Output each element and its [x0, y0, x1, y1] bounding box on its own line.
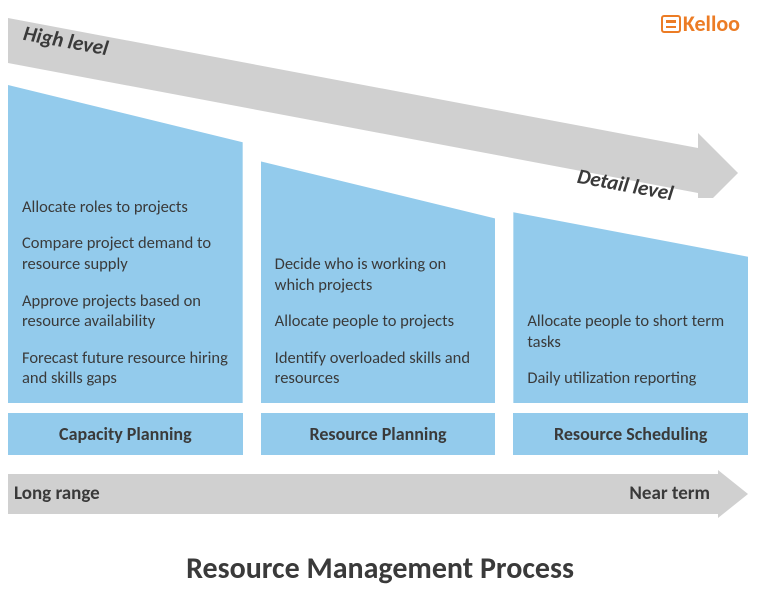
- column-item: Decide who is working on which projects: [275, 254, 482, 295]
- column-label: Resource Planning: [261, 413, 496, 455]
- column-item: Allocate people to projects: [275, 311, 482, 332]
- column-item: Allocate roles to projects: [22, 197, 229, 218]
- column-item: Approve projects based on resource avail…: [22, 291, 229, 332]
- column-body: Allocate people to short term tasks Dail…: [513, 85, 748, 403]
- column-body: Decide who is working on which projects …: [261, 85, 496, 403]
- column-resource-planning: Decide who is working on which projects …: [261, 85, 496, 455]
- bottom-arrow-label-right: Near term: [629, 482, 710, 505]
- column-label: Resource Scheduling: [513, 413, 748, 455]
- column-resource-scheduling: Allocate people to short term tasks Dail…: [513, 85, 748, 455]
- column-item: Identify overloaded skills and resources: [275, 348, 482, 389]
- columns-container: Allocate roles to projects Compare proje…: [8, 85, 748, 455]
- diagram-title: Resource Management Process: [0, 550, 760, 587]
- column-item: Compare project demand to resource suppl…: [22, 233, 229, 274]
- column-item: Forecast future resource hiring and skil…: [22, 348, 229, 389]
- bottom-arrow-label-left: Long range: [14, 482, 100, 505]
- column-item: Allocate people to short term tasks: [527, 311, 734, 352]
- column-capacity-planning: Allocate roles to projects Compare proje…: [8, 85, 243, 455]
- column-label: Capacity Planning: [8, 413, 243, 455]
- column-body: Allocate roles to projects Compare proje…: [8, 85, 243, 403]
- column-item: Daily utilization reporting: [527, 368, 734, 389]
